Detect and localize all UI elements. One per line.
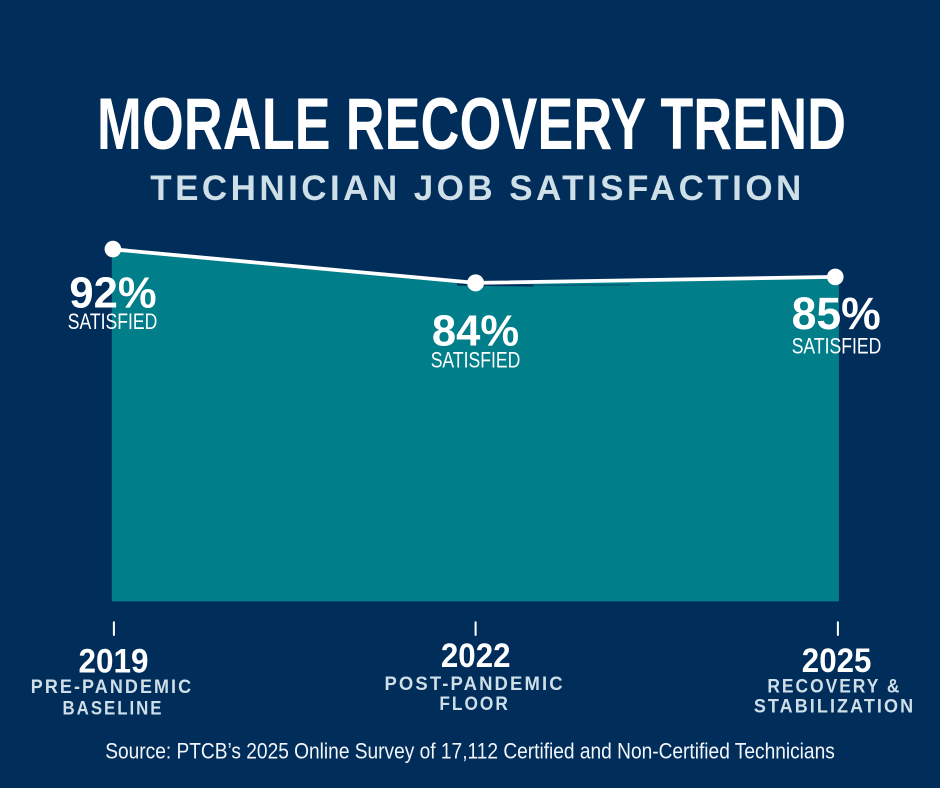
svg-text:SATISFIED: SATISFIED: [792, 335, 882, 359]
svg-text:SATISFIED: SATISFIED: [68, 310, 158, 334]
svg-text:MORALE RECOVERY TREND: MORALE RECOVERY TREND: [97, 83, 846, 165]
svg-text:FLOOR: FLOOR: [439, 693, 509, 714]
svg-text:RECOVERY &: RECOVERY &: [767, 676, 901, 697]
svg-text:2022: 2022: [441, 636, 511, 675]
svg-text:2019: 2019: [79, 641, 149, 679]
svg-text:84%: 84%: [432, 306, 519, 355]
svg-text:STABILIZATION: STABILIZATION: [754, 695, 915, 717]
svg-text:TECHNICIAN JOB SATISFACTION: TECHNICIAN JOB SATISFACTION: [150, 169, 804, 208]
svg-text:PRE-PANDEMIC: PRE-PANDEMIC: [31, 675, 193, 697]
svg-text:92%: 92%: [69, 268, 156, 317]
svg-text:SATISFIED: SATISFIED: [431, 349, 521, 373]
svg-text:85%: 85%: [792, 289, 881, 339]
svg-text:2025: 2025: [802, 641, 872, 680]
svg-text:POST-PANDEMIC: POST-PANDEMIC: [384, 673, 564, 694]
svg-text:BASELINE: BASELINE: [63, 698, 164, 719]
svg-text:Source: PTCB’s 2025 Online Sur: Source: PTCB’s 2025 Online Survey of 17,…: [105, 739, 835, 764]
